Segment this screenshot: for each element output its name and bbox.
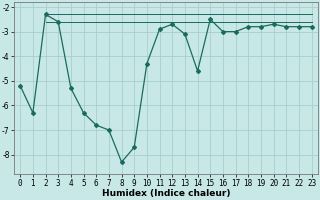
X-axis label: Humidex (Indice chaleur): Humidex (Indice chaleur) xyxy=(102,189,230,198)
